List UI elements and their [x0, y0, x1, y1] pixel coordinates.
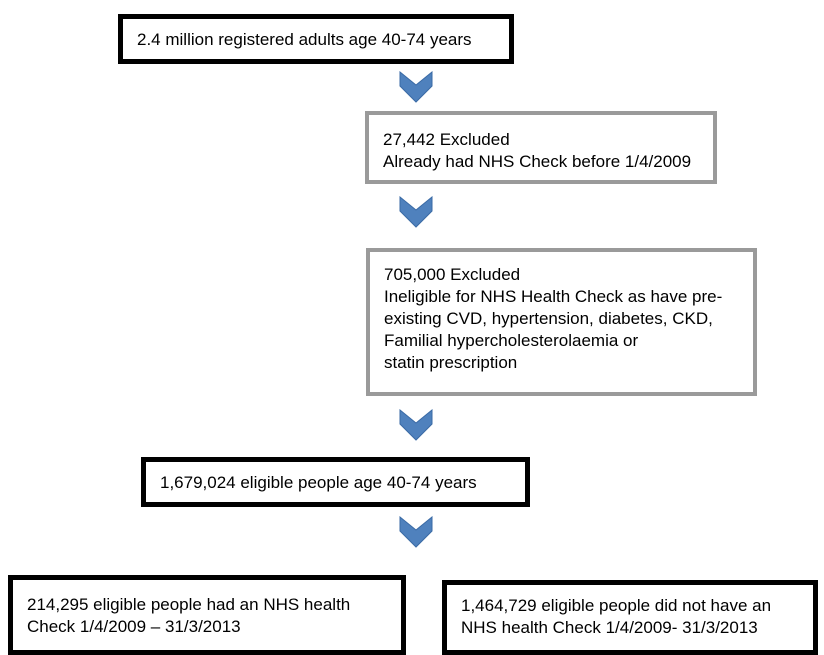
box-line: 705,000 Excluded	[384, 265, 521, 284]
box-line: 27,442 Excluded	[383, 130, 510, 149]
box-line: Check 1/4/2009 – 31/3/2013	[27, 617, 241, 636]
box-line: 1,679,024 eligible people age 40-74 year…	[160, 473, 477, 492]
box-eligible-people: 1,679,024 eligible people age 40-74 year…	[141, 457, 530, 507]
down-arrow-icon	[399, 409, 433, 441]
box-line: existing CVD, hypertension, diabetes, CK…	[384, 309, 713, 328]
box-excluded-already-checked: 27,442 Excluded Already had NHS Check be…	[365, 111, 717, 184]
box-line: 1,464,729 eligible people did not have a…	[461, 596, 772, 615]
down-arrow-icon	[399, 71, 433, 103]
down-arrow-icon	[399, 196, 433, 228]
box-line: Familial hypercholesterolaemia or	[384, 331, 639, 350]
box-had-check: 214,295 eligible people had an NHS healt…	[8, 575, 406, 655]
box-no-check: 1,464,729 eligible people did not have a…	[442, 580, 818, 655]
box-line: 2.4 million registered adults age 40-74 …	[137, 30, 472, 49]
box-excluded-ineligible: 705,000 Excluded Ineligible for NHS Heal…	[366, 248, 757, 396]
box-line: Already had NHS Check before 1/4/2009	[383, 152, 692, 171]
down-arrow-icon	[399, 516, 433, 548]
box-line: NHS health Check 1/4/2009- 31/3/2013	[461, 618, 758, 637]
box-registered-adults: 2.4 million registered adults age 40-74 …	[118, 14, 514, 64]
box-line: statin prescription	[384, 353, 518, 372]
box-line: Ineligible for NHS Health Check as have …	[384, 287, 723, 306]
box-line: 214,295 eligible people had an NHS healt…	[27, 595, 351, 614]
